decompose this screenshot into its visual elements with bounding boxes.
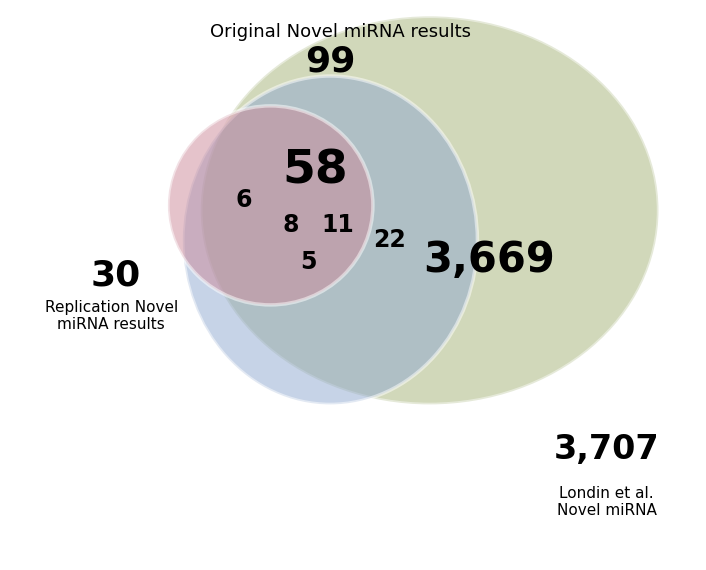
Text: 3,669: 3,669 bbox=[424, 239, 555, 281]
Text: 8: 8 bbox=[282, 213, 299, 237]
Text: 22: 22 bbox=[373, 228, 406, 252]
Ellipse shape bbox=[183, 76, 477, 405]
Text: Replication Novel
miRNA results: Replication Novel miRNA results bbox=[44, 300, 178, 332]
Text: Original Novel miRNA results: Original Novel miRNA results bbox=[210, 23, 471, 41]
Text: 11: 11 bbox=[322, 213, 354, 237]
Text: 99: 99 bbox=[305, 44, 355, 78]
Ellipse shape bbox=[201, 17, 659, 405]
Text: Londin et al.
Novel miRNA: Londin et al. Novel miRNA bbox=[557, 486, 657, 519]
Text: 30: 30 bbox=[91, 258, 141, 292]
Ellipse shape bbox=[168, 106, 373, 305]
Text: 6: 6 bbox=[235, 189, 252, 213]
Text: 58: 58 bbox=[282, 148, 348, 193]
Text: 5: 5 bbox=[300, 250, 316, 274]
Text: 3,707: 3,707 bbox=[554, 433, 659, 466]
